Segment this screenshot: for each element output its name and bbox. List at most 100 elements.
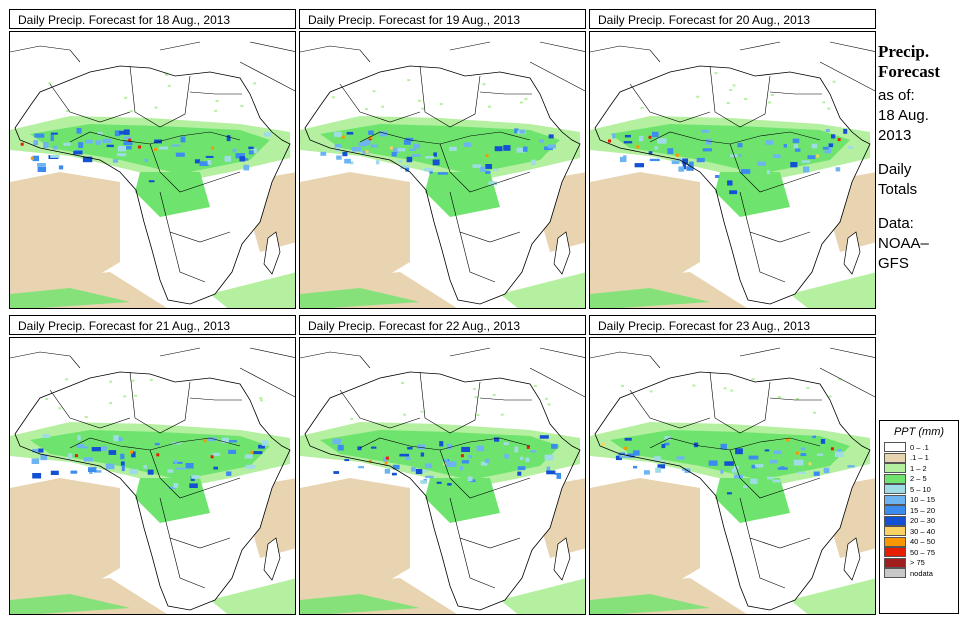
forecast-panel-3: Daily Precip. Forecast for 20 Aug., 2013 (589, 9, 876, 309)
heavy-rain-cell (795, 451, 799, 455)
scattered-rain (381, 105, 385, 108)
rain-cell (121, 465, 125, 472)
legend-swatch (884, 547, 906, 558)
country-border (749, 231, 786, 283)
rain-cell (120, 453, 125, 460)
rain-cell (344, 459, 350, 462)
rain-cell (820, 439, 826, 444)
scattered-rain (620, 384, 624, 387)
rain-cell (682, 163, 687, 170)
rain-cell (612, 133, 616, 139)
rain-cell (251, 148, 257, 153)
legend-label: > 75 (910, 558, 925, 568)
rain-cell (727, 180, 733, 186)
scattered-rain (350, 417, 354, 420)
rain-cell (696, 157, 705, 163)
legend-item: nodata (880, 568, 958, 579)
rain-cell (332, 438, 341, 445)
heavy-rain-cell (837, 138, 841, 142)
rain-cell (393, 147, 400, 153)
country-border (129, 371, 191, 434)
ocean-rain-area (210, 578, 295, 614)
country-border (149, 143, 241, 193)
rain-cell (123, 136, 132, 139)
rain-cell (123, 129, 130, 135)
rain-cell (766, 170, 770, 175)
heavy-rain-cell (443, 462, 446, 466)
ocean-rain-area (500, 272, 585, 308)
rain-cell (750, 478, 758, 484)
country-border (459, 231, 496, 283)
country-border (159, 497, 231, 549)
scattered-rain (533, 385, 537, 387)
country-border (769, 397, 822, 401)
rain-cell (551, 443, 558, 449)
rain-cell (351, 146, 362, 152)
rain-cell (623, 141, 633, 144)
scattered-rain (401, 381, 405, 384)
rain-cell (131, 451, 136, 458)
rain-cell (80, 446, 89, 449)
rain-cell (85, 139, 93, 144)
rain-cell (727, 492, 732, 495)
rain-cell (503, 442, 509, 446)
rain-cell (406, 156, 413, 163)
rain-cell (333, 471, 340, 474)
rain-cell (167, 469, 174, 473)
rain-cell (517, 466, 526, 471)
heavy-rain-cell (601, 443, 605, 446)
rain-cell (357, 446, 362, 451)
scattered-rain (364, 108, 368, 111)
rain-cell (449, 146, 457, 151)
rain-cell (40, 454, 48, 461)
rain-cell (147, 469, 154, 475)
rain-cell (731, 468, 737, 473)
scattered-rain (768, 101, 771, 104)
rain-cell (63, 142, 71, 146)
coastline (14, 371, 291, 611)
rain-cell (847, 465, 855, 468)
rain-cell (825, 129, 830, 132)
rain-cell (626, 453, 635, 458)
legend-item: .1 – 1 (880, 452, 958, 464)
legend-item: 2 – 5 (880, 473, 958, 485)
heavy-rain-cell (636, 145, 640, 149)
rain-cell (730, 154, 738, 158)
ocean-drizzle-area (300, 172, 410, 292)
rain-cell (548, 134, 554, 139)
rain-cell (432, 159, 440, 166)
heavy-rain-cell (830, 447, 834, 451)
rain-cell (228, 449, 237, 454)
scattered-rain (827, 107, 831, 110)
scattered-rain (403, 413, 407, 416)
rain-cell (633, 465, 638, 469)
coastline (14, 65, 291, 305)
rain-cell (77, 435, 81, 441)
panel-title: Daily Precip. Forecast for 20 Aug., 2013 (589, 9, 876, 29)
rain-cell (123, 141, 133, 145)
rain-cell (191, 475, 200, 479)
rain-cell (677, 158, 684, 162)
rain-cell (143, 465, 147, 469)
rain-cell (159, 146, 168, 150)
rain-cell (239, 156, 246, 162)
rain-cell (702, 148, 713, 152)
country-border (629, 389, 711, 429)
rain-cell (405, 167, 410, 172)
rain-cell (248, 146, 254, 150)
rain-cell (154, 442, 160, 446)
scattered-rain (421, 107, 425, 110)
rain-cell (655, 467, 662, 473)
rain-cell (639, 135, 644, 142)
rain-cell (114, 130, 121, 137)
legend-label: 0 – .1 (910, 442, 929, 452)
scattered-rain (131, 379, 135, 382)
scattered-rain (149, 378, 153, 381)
scattered-rain (439, 103, 443, 106)
rain-cell (418, 470, 429, 473)
rain-cell (523, 146, 528, 152)
heavy-rain-cell (74, 454, 78, 458)
heavy-rain-cell (648, 135, 652, 139)
rain-cell (705, 138, 712, 145)
scattered-rain (331, 96, 335, 99)
